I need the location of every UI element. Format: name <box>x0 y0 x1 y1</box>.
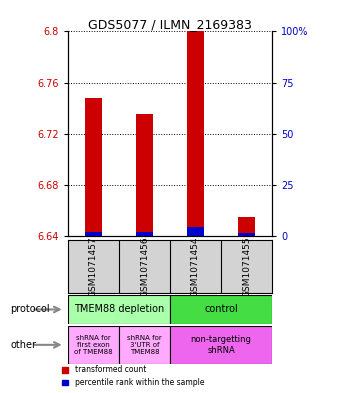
Bar <box>119 326 170 364</box>
Text: GSM1071455: GSM1071455 <box>242 236 251 297</box>
Text: GSM1071454: GSM1071454 <box>191 236 200 296</box>
Text: other: other <box>10 340 36 350</box>
Bar <box>85 98 102 236</box>
Text: control: control <box>204 305 238 314</box>
Bar <box>238 233 255 236</box>
Text: GSM1071457: GSM1071457 <box>89 236 98 297</box>
Bar <box>85 232 102 236</box>
Bar <box>170 326 272 364</box>
Bar <box>238 217 255 236</box>
Text: GSM1071456: GSM1071456 <box>140 236 149 297</box>
Legend: transformed count, percentile rank within the sample: transformed count, percentile rank withi… <box>62 365 204 387</box>
Bar <box>170 295 272 324</box>
Bar <box>136 114 153 236</box>
Bar <box>187 227 204 236</box>
Bar <box>187 31 204 236</box>
Text: non-targetting
shRNA: non-targetting shRNA <box>190 335 252 354</box>
Text: shRNA for
first exon
of TMEM88: shRNA for first exon of TMEM88 <box>74 335 113 355</box>
Bar <box>68 295 170 324</box>
Bar <box>136 232 153 236</box>
Text: TMEM88 depletion: TMEM88 depletion <box>74 305 164 314</box>
Text: shRNA for
3'UTR of
TMEM88: shRNA for 3'UTR of TMEM88 <box>127 335 162 355</box>
Bar <box>68 326 119 364</box>
Text: protocol: protocol <box>10 305 50 314</box>
Text: GDS5077 / ILMN_2169383: GDS5077 / ILMN_2169383 <box>88 18 252 31</box>
